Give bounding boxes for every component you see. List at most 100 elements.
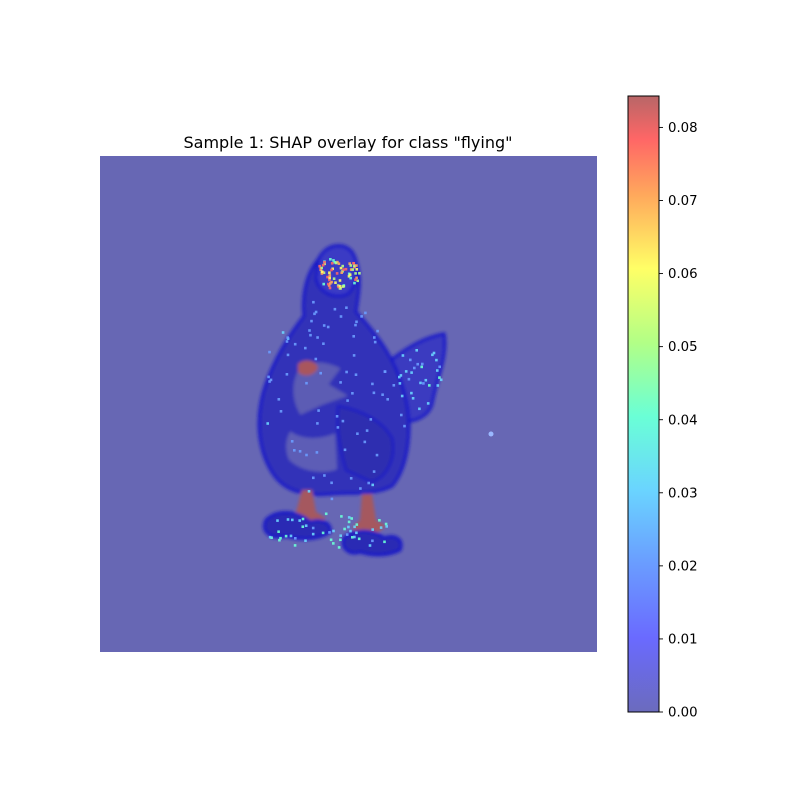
shap-pixel (293, 544, 297, 547)
shap-pixel (266, 422, 269, 425)
shap-pixel (368, 544, 372, 547)
colorbar-tick-label: 0.08 (668, 121, 698, 136)
shap-pixel (352, 262, 355, 265)
shap-pixel (324, 512, 328, 516)
shap-pixel (286, 518, 290, 521)
shap-pixel (353, 535, 356, 539)
chart-title: Sample 1: SHAP overlay for class "flying… (184, 133, 513, 152)
shap-pixel (305, 453, 308, 457)
colorbar-tick-label: 0.06 (668, 267, 698, 282)
shap-pixel (360, 315, 363, 318)
shap-pixel (399, 374, 403, 377)
shap-pixel (386, 398, 389, 401)
shap-pixel (350, 517, 353, 520)
shap-pixel (326, 325, 330, 329)
shap-pixel (311, 532, 315, 536)
shap-pixel (356, 279, 359, 283)
shap-pixel (310, 319, 313, 323)
shap-pixel (359, 487, 362, 490)
shap-pixel (268, 350, 271, 354)
shap-pixel (335, 415, 339, 418)
shap-pixel (355, 523, 359, 526)
shap-pixel (355, 276, 358, 280)
colorbar-tick-label: 0.03 (668, 486, 698, 501)
shap-pixel (338, 279, 342, 282)
shap-pixel (353, 281, 356, 285)
shap-pixel (424, 378, 428, 382)
colorbar-gradient (628, 96, 659, 712)
shap-pixel (328, 278, 331, 282)
shap-pixel (317, 409, 320, 412)
shap-pixel (328, 531, 331, 534)
shap-pixel (354, 278, 357, 281)
shap-pixel (314, 357, 318, 361)
shap-pixel (354, 323, 357, 327)
shap-pixel (330, 268, 333, 272)
shap-pixel (320, 270, 324, 273)
shap-pixel (355, 320, 358, 324)
shap-pixel (338, 284, 342, 288)
shap-pixel (277, 530, 280, 533)
shap-pixel (341, 264, 344, 268)
colorbar-tick-label: 0.02 (668, 559, 698, 574)
shap-pixel (333, 307, 337, 311)
shap-pixel (416, 362, 419, 366)
shap-pixel (328, 274, 332, 277)
shap-pixel (329, 282, 332, 285)
shap-pixel (351, 392, 354, 395)
shap-pixel (335, 272, 339, 275)
shap-pixel (404, 370, 408, 373)
shap-pixel (348, 273, 352, 276)
shap-pixel (332, 277, 336, 280)
shap-pixel (356, 432, 359, 435)
shap-pixel (332, 542, 335, 545)
shap-pixel (345, 370, 348, 374)
shap-pixel (432, 351, 436, 355)
bird-wing (336, 404, 394, 484)
shap-pixel (316, 422, 319, 425)
shap-pixel (279, 536, 282, 540)
shap-pixel (431, 353, 434, 357)
shap-pixel (409, 358, 412, 362)
shap-pixel (330, 497, 334, 501)
shap-pixel (373, 336, 376, 339)
shap-pixel (384, 522, 388, 526)
shap-pixel (349, 477, 353, 480)
shap-pixel (315, 451, 319, 454)
shap-pixel (339, 315, 343, 318)
shap-pixel (322, 282, 325, 286)
shap-pixel (323, 261, 326, 264)
shap-pixel (342, 268, 345, 271)
shap-pixel (332, 529, 335, 533)
shap-pixel (270, 536, 273, 539)
shap-pixel (330, 280, 333, 284)
shap-pixel (336, 284, 340, 287)
shap-pixel (371, 539, 374, 543)
bird-leg-right (352, 494, 386, 536)
shap-pixel (312, 300, 315, 304)
shap-pixel (422, 382, 425, 385)
shap-pixel (298, 519, 301, 522)
shap-pixel (420, 365, 423, 369)
shap-pixel (313, 312, 316, 316)
shap-pixel (419, 381, 422, 385)
shap-pixel (371, 528, 374, 531)
shap-pixel (344, 267, 348, 271)
shap-pixel (354, 272, 357, 275)
shap-pixel (330, 481, 333, 485)
shap-pixel (383, 370, 387, 373)
shap-pixel (436, 369, 439, 372)
colorbar-tick-label: 0.00 (668, 706, 698, 721)
shap-pixel (285, 340, 289, 343)
shap-pixel (339, 381, 342, 384)
shap-pixel (301, 517, 305, 521)
shap-pixel (286, 353, 290, 357)
shap-pixel (327, 284, 331, 287)
shap-pixel (353, 264, 356, 267)
shap-pixel (373, 340, 377, 344)
shap-pixel (353, 265, 356, 269)
shap-pixel (269, 378, 273, 382)
shap-pixel (345, 533, 349, 536)
shap-pixel (334, 281, 337, 284)
